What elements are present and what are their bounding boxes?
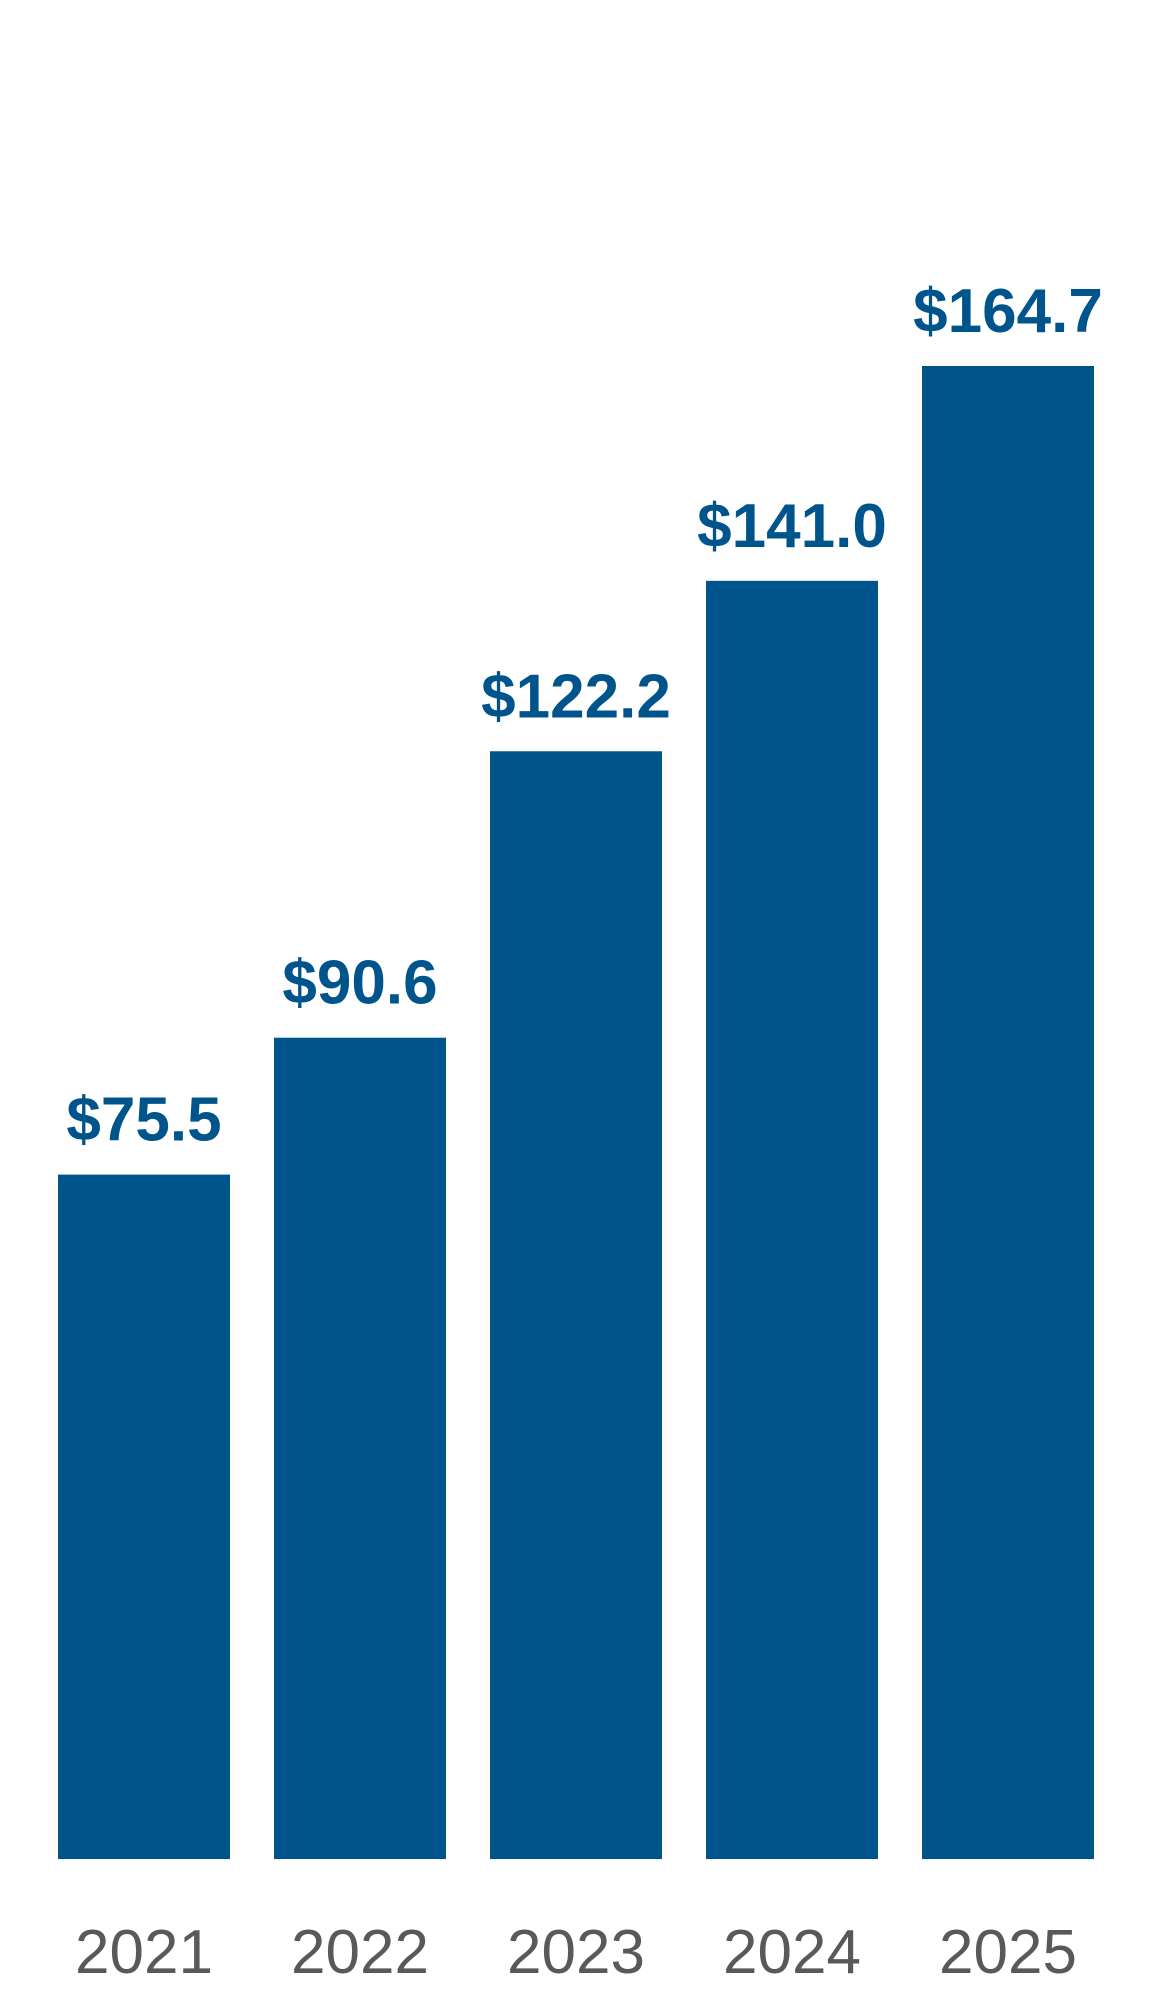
- x-tick-label: 2024: [723, 1918, 861, 1987]
- x-tick-label: 2022: [291, 1918, 429, 1987]
- value-label: $141.0: [697, 492, 887, 561]
- bar: [58, 1174, 230, 1859]
- x-tick-label: 2023: [507, 1918, 645, 1987]
- bar: [490, 751, 662, 1859]
- value-label: $122.2: [481, 662, 671, 731]
- value-label: $164.7: [913, 277, 1103, 346]
- x-tick-label: 2025: [939, 1918, 1077, 1987]
- bar: [922, 366, 1094, 1859]
- bar: [706, 580, 878, 1859]
- value-label: $75.5: [66, 1086, 221, 1155]
- bar: [274, 1037, 446, 1859]
- value-label: $90.6: [282, 949, 437, 1018]
- x-tick-label: 2021: [75, 1918, 213, 1987]
